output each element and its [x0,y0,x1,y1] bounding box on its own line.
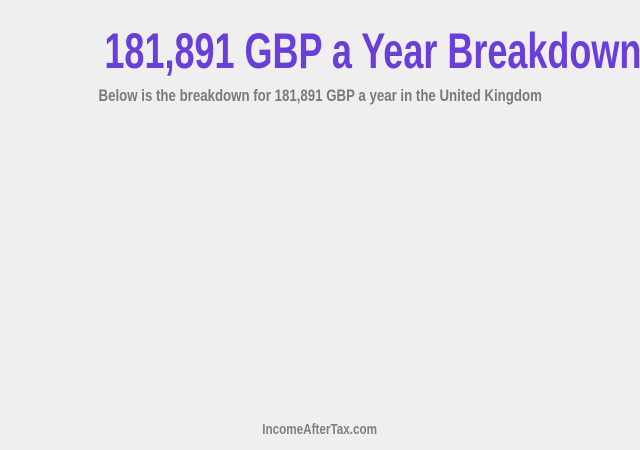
page-title: 181,891 GBP a Year Breakdown [104,23,640,79]
page-subtitle: Below is the breakdown for 181,891 GBP a… [98,86,542,105]
page-title-container: 181,891 GBP a Year Breakdown [0,22,640,80]
subtitle-container: Below is the breakdown for 181,891 GBP a… [0,86,640,106]
footer: IncomeAfterTax.com [0,421,640,439]
footer-site-name: IncomeAfterTax.com [262,421,378,438]
